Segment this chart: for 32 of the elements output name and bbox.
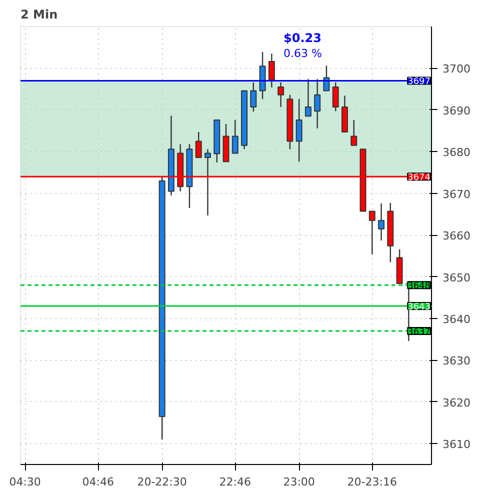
candlestick — [296, 98, 302, 162]
candlestick — [332, 82, 339, 112]
candlestick — [250, 82, 257, 112]
candlestick — [278, 82, 284, 108]
x-tick-label: 04:46 — [82, 476, 114, 488]
candlestick — [314, 78, 321, 129]
x-tick-label: 22:46 — [219, 476, 251, 488]
y-tick-label: 3700 — [442, 62, 470, 76]
y-tick-label: 3630 — [442, 354, 470, 368]
candlestick — [195, 131, 202, 158]
x-tick-label: 04:30 — [9, 476, 41, 488]
y-tick-label: 3690 — [442, 104, 470, 118]
y-tick-label: 3650 — [442, 271, 470, 284]
candlestick — [268, 53, 275, 88]
y-tick-label: 3620 — [442, 396, 470, 410]
candlestick — [350, 119, 358, 146]
chart-title: 2 Min — [20, 8, 58, 22]
annotation: 0.63 % — [284, 47, 322, 60]
candlestick — [204, 148, 211, 216]
annotation: $0.23 — [284, 31, 322, 46]
y-tick-label: 3680 — [442, 146, 470, 160]
y-tick-label: 3670 — [442, 188, 470, 201]
x-tick-label: 20-22:30 — [137, 476, 187, 488]
x-tick-label: 23:00 — [283, 476, 315, 488]
candlestick — [304, 78, 312, 117]
y-tick-label: 3660 — [442, 230, 470, 243]
candlestick — [378, 202, 385, 242]
y-tick-label: 3610 — [442, 438, 470, 452]
candlestick — [232, 119, 238, 154]
x-tick-label: 20-23:16 — [347, 476, 397, 488]
y-tick-label: 3640 — [442, 313, 470, 326]
candlestick — [368, 210, 376, 255]
